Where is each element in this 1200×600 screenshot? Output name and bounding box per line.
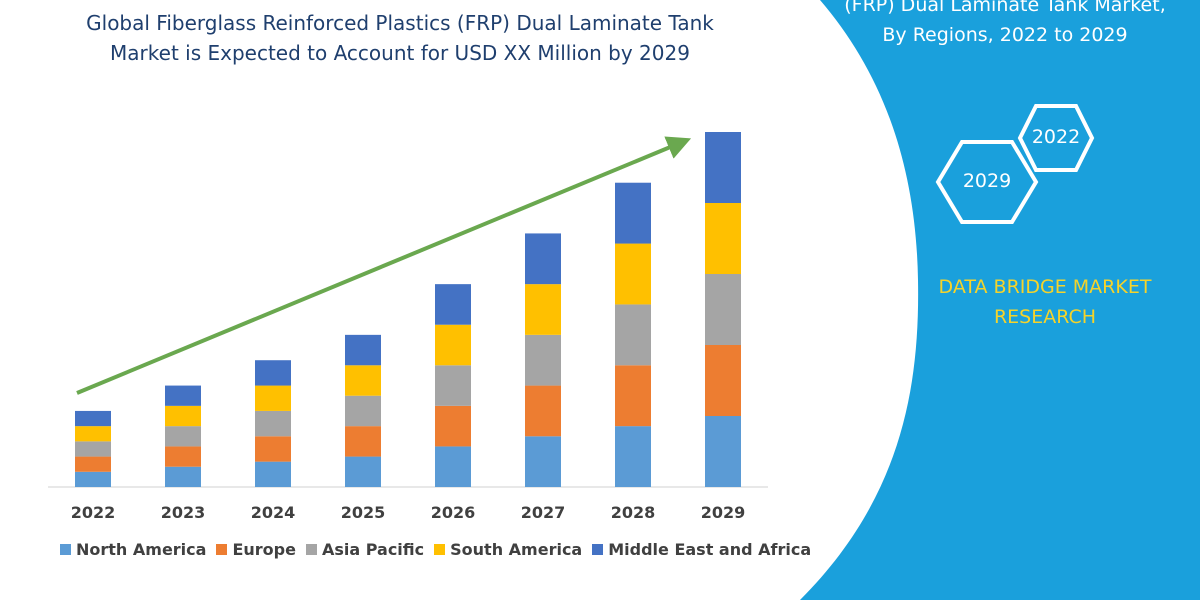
legend-item-middle-east-and-africa: Middle East and Africa bbox=[592, 540, 811, 559]
hexagon-2022 bbox=[1017, 104, 1095, 172]
legend-label: Europe bbox=[232, 540, 296, 559]
bar-2022-asia-pacific bbox=[75, 441, 111, 457]
x-tick-label-2022: 2022 bbox=[71, 503, 116, 522]
bar-2023-asia-pacific bbox=[165, 426, 201, 447]
legend-label: Middle East and Africa bbox=[608, 540, 812, 559]
bar-2025-north-america bbox=[345, 456, 381, 487]
bar-2026-asia-pacific bbox=[435, 365, 471, 406]
bar-2024-asia-pacific bbox=[255, 410, 291, 437]
bar-2025-europe bbox=[345, 426, 381, 457]
bar-2024-middle-east-and-africa bbox=[255, 360, 291, 386]
bar-2029-asia-pacific bbox=[705, 274, 741, 345]
x-tick-label-2028: 2028 bbox=[611, 503, 656, 522]
legend-item-asia-pacific: Asia Pacific bbox=[305, 540, 425, 559]
bar-2022-north-america bbox=[75, 471, 111, 487]
bars-group bbox=[75, 132, 741, 487]
legend-label: Asia Pacific bbox=[321, 540, 425, 559]
bar-2029-europe bbox=[705, 345, 741, 416]
x-tick-label-2026: 2026 bbox=[431, 503, 476, 522]
chart-title: Global Fiberglass Reinforced Plastics (F… bbox=[40, 8, 760, 68]
bar-2026-europe bbox=[435, 405, 471, 447]
legend-item-europe: Europe bbox=[216, 540, 296, 559]
x-tick-label-2025: 2025 bbox=[341, 503, 386, 522]
trend-arrow bbox=[76, 136, 692, 395]
legend-swatch bbox=[216, 544, 228, 555]
bar-2024-europe bbox=[255, 436, 291, 462]
legend-swatch bbox=[60, 544, 71, 555]
legend-label: South America bbox=[450, 540, 583, 559]
bar-2027-middle-east-and-africa bbox=[525, 233, 561, 285]
x-tick-label-2023: 2023 bbox=[161, 503, 206, 522]
legend-swatch bbox=[305, 544, 317, 555]
bar-2028-europe bbox=[615, 365, 651, 427]
x-tick-label-2029: 2029 bbox=[701, 503, 746, 522]
legend-swatch bbox=[434, 544, 446, 555]
bar-2025-asia-pacific bbox=[345, 395, 381, 427]
bar-2029-middle-east-and-africa bbox=[705, 132, 741, 203]
brand-name: DATA BRIDGE MARKET RESEARCH bbox=[915, 272, 1175, 332]
bar-2023-europe bbox=[165, 446, 201, 467]
bar-2023-middle-east-and-africa bbox=[165, 385, 201, 406]
bar-2028-asia-pacific bbox=[615, 304, 651, 366]
bar-2028-south-america bbox=[615, 243, 651, 305]
bar-2025-middle-east-and-africa bbox=[345, 334, 381, 366]
side-panel-title: (FRP) Dual Laminate Tank Market, By Regi… bbox=[820, 0, 1190, 50]
bar-2024-north-america bbox=[255, 461, 291, 487]
brand-name-line-2: RESEARCH bbox=[993, 306, 1097, 328]
bar-2027-north-america bbox=[525, 436, 561, 487]
bar-2024-south-america bbox=[255, 385, 291, 411]
legend-item-north-america: North America bbox=[60, 540, 206, 559]
bar-2025-south-america bbox=[345, 365, 381, 396]
bar-2027-europe bbox=[525, 385, 561, 437]
bar-2022-europe bbox=[75, 456, 111, 472]
side-panel-title-line-1: (FRP) Dual Laminate Tank Market, bbox=[844, 0, 1166, 16]
bar-2022-middle-east-and-africa bbox=[75, 410, 111, 427]
side-panel-background bbox=[800, 0, 1200, 600]
bar-2026-north-america bbox=[435, 446, 471, 487]
bar-2022-south-america bbox=[75, 426, 111, 442]
legend-item-south-america: South America bbox=[434, 540, 582, 559]
bar-2023-north-america bbox=[165, 466, 201, 487]
chart-title-line-2: Market is Expected to Account for USD XX… bbox=[110, 41, 690, 65]
bar-2028-north-america bbox=[615, 426, 651, 487]
legend-label: North America bbox=[76, 540, 207, 559]
chart-title-line-1: Global Fiberglass Reinforced Plastics (F… bbox=[86, 11, 714, 35]
bar-2023-south-america bbox=[165, 405, 201, 427]
brand-name-line-1: DATA BRIDGE MARKET bbox=[938, 276, 1152, 298]
bar-2028-middle-east-and-africa bbox=[615, 182, 651, 244]
bar-2026-south-america bbox=[435, 324, 471, 366]
x-tick-labels: 2022 2023 2024 2025 2026 2027 2028 2029 bbox=[71, 503, 746, 522]
chart-legend: North America Europe Asia Pacific South Ame… bbox=[60, 540, 821, 559]
x-tick-label-2024: 2024 bbox=[251, 503, 296, 522]
legend-swatch bbox=[592, 544, 604, 555]
bar-2029-south-america bbox=[705, 203, 741, 274]
bar-2026-middle-east-and-africa bbox=[435, 284, 471, 325]
x-tick-label-2027: 2027 bbox=[521, 503, 566, 522]
stacked-bar-chart: 2022 2023 2024 2025 2026 2027 2028 2029 bbox=[48, 132, 768, 522]
bar-2027-south-america bbox=[525, 284, 561, 335]
hexagon-label-2029: 2029 bbox=[962, 170, 1012, 192]
hexagon-2029 bbox=[935, 140, 1039, 224]
side-panel-title-line-2: By Regions, 2022 to 2029 bbox=[882, 24, 1128, 46]
bar-2027-asia-pacific bbox=[525, 334, 561, 386]
hexagon-label-2022: 2022 bbox=[1031, 126, 1081, 148]
bar-2029-north-america bbox=[705, 416, 741, 487]
